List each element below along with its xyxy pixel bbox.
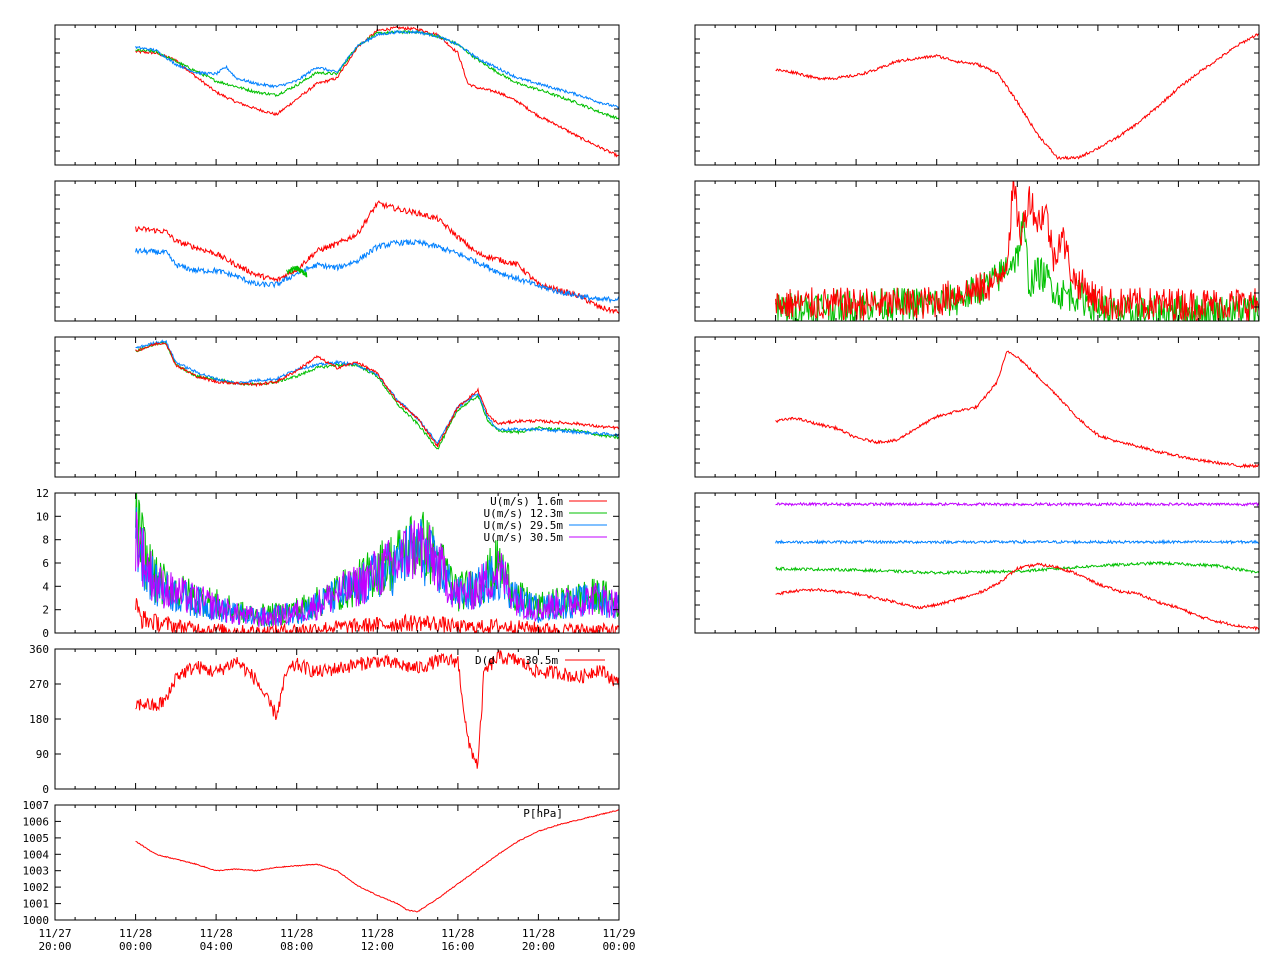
y-tick-label: 6 xyxy=(42,557,49,570)
x-tick-date: 11/28 xyxy=(119,927,152,940)
panel-r-turb xyxy=(694,180,1260,322)
legend: D(d 30.5m xyxy=(475,654,605,667)
y-tick-label: 1005 xyxy=(23,832,50,845)
legend: P[hPa] xyxy=(523,807,563,820)
plot-frame xyxy=(694,24,1260,166)
y-tick-label: 1001 xyxy=(23,898,50,911)
plot-frame xyxy=(54,180,620,322)
x-tick-time: 16:00 xyxy=(441,940,474,953)
series-line-2 xyxy=(135,238,619,304)
series-group xyxy=(135,650,619,769)
series-line-1 xyxy=(135,650,619,769)
series-line-2 xyxy=(135,29,619,121)
y-tick-label: 2 xyxy=(42,604,49,617)
y-tick-label: 180 xyxy=(29,713,49,726)
panel-wind-speed: 0 2 4 6 8 10 12 U(m/s) 1.6mU(m/s) 12.3mU(m/s) 2… xyxy=(36,487,620,640)
panel-r-smooth xyxy=(694,336,1260,478)
y-tick-label: 1007 xyxy=(23,799,50,812)
series-line-1 xyxy=(775,350,1259,469)
series-line-4 xyxy=(775,562,1259,632)
x-tick-date: 11/27 xyxy=(38,927,71,940)
series-line-1 xyxy=(135,809,619,913)
x-tick-date: 11/28 xyxy=(361,927,394,940)
plot-frame xyxy=(54,336,620,478)
x-tick-time: 20:00 xyxy=(522,940,555,953)
legend-label: U(m/s) 1.6m xyxy=(490,495,563,508)
y-tick-label: 0 xyxy=(42,627,49,640)
x-tick-time: 00:00 xyxy=(119,940,152,953)
legend: U(m/s) 1.6mU(m/s) 12.3mU(m/s) 29.5mU(m/s… xyxy=(484,495,607,544)
panel-temp-profile xyxy=(54,336,620,478)
series-line-1 xyxy=(775,501,1259,508)
y-tick-label: 90 xyxy=(36,748,49,761)
series-line-3 xyxy=(775,560,1259,576)
panel-r-step xyxy=(694,24,1260,166)
series-line-2 xyxy=(135,339,619,447)
series-line-1 xyxy=(135,25,619,158)
y-tick-label: 1002 xyxy=(23,881,50,894)
x-tick-date: 11/29 xyxy=(602,927,635,940)
y-tick-label: 10 xyxy=(36,510,49,523)
series-line-3 xyxy=(286,265,308,278)
plot-frame xyxy=(54,804,620,921)
series-line-3 xyxy=(135,511,619,628)
series-line-1 xyxy=(135,200,619,315)
y-tick-label: 270 xyxy=(29,678,49,691)
series-group xyxy=(775,181,1259,321)
x-tick-time: 20:00 xyxy=(38,940,71,953)
legend-label: U(m/s) 29.5m xyxy=(484,519,564,532)
series-group xyxy=(775,350,1259,469)
x-tick-date: 11/28 xyxy=(200,927,233,940)
y-tick-label: 8 xyxy=(42,534,49,547)
legend-label: U(m/s) 30.5m xyxy=(484,531,564,544)
y-tick-label: 0 xyxy=(42,783,49,796)
x-tick-time: 12:00 xyxy=(361,940,394,953)
y-tick-label: 1006 xyxy=(23,815,50,828)
y-tick-label: 12 xyxy=(36,487,49,500)
panel-humidity xyxy=(54,180,620,322)
legend-label: D(d xyxy=(475,654,495,667)
x-tick-date: 11/28 xyxy=(280,927,313,940)
series-line-1 xyxy=(135,340,619,450)
series-group xyxy=(135,809,619,913)
series-line-3 xyxy=(135,29,619,109)
x-tick-date: 11/28 xyxy=(522,927,555,940)
series-group xyxy=(775,501,1259,632)
x-tick-date: 11/28 xyxy=(441,927,474,940)
x-tick-time: 04:00 xyxy=(200,940,233,953)
x-tick-time: 00:00 xyxy=(602,940,635,953)
x-tick-time: 08:00 xyxy=(280,940,313,953)
legend-label: P[hPa] xyxy=(523,807,563,820)
series-line-1 xyxy=(775,33,1259,160)
series-line-2 xyxy=(775,181,1259,321)
y-tick-label: 1004 xyxy=(23,848,50,861)
y-tick-label: 4 xyxy=(42,580,49,593)
series-group xyxy=(775,33,1259,160)
y-tick-label: 360 xyxy=(29,643,49,656)
series-group xyxy=(135,200,619,315)
legend-label: U(m/s) 12.3m xyxy=(484,507,564,520)
series-group xyxy=(135,25,619,158)
plot-frame xyxy=(54,24,620,166)
panel-temperature xyxy=(54,24,620,166)
series-line-2 xyxy=(775,538,1259,546)
series-group xyxy=(135,339,619,450)
legend-label: 30.5m xyxy=(525,654,558,667)
series-line-3 xyxy=(135,341,619,448)
y-tick-label: 1003 xyxy=(23,865,50,878)
panel-pressure: 1000100110021003100410051006100711/2720:… xyxy=(23,799,636,953)
y-tick-label: 1000 xyxy=(23,914,50,927)
panel-wind-direction: 0 90 180 270 360 D(d 30.5m xyxy=(29,643,620,796)
panel-r-flat xyxy=(694,492,1260,634)
